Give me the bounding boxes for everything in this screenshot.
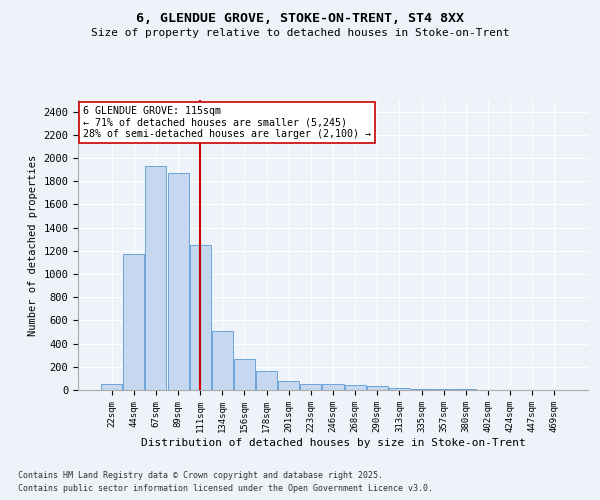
Bar bbox=[234, 358, 255, 390]
X-axis label: Distribution of detached houses by size in Stoke-on-Trent: Distribution of detached houses by size … bbox=[140, 438, 526, 448]
Bar bbox=[322, 384, 344, 390]
Bar bbox=[411, 389, 432, 390]
Bar bbox=[190, 245, 211, 390]
Bar bbox=[389, 388, 410, 390]
Text: Size of property relative to detached houses in Stoke-on-Trent: Size of property relative to detached ho… bbox=[91, 28, 509, 38]
Bar bbox=[167, 173, 188, 390]
Bar bbox=[256, 372, 277, 390]
Bar bbox=[344, 386, 365, 390]
Text: 6, GLENDUE GROVE, STOKE-ON-TRENT, ST4 8XX: 6, GLENDUE GROVE, STOKE-ON-TRENT, ST4 8X… bbox=[136, 12, 464, 26]
Bar bbox=[212, 331, 233, 390]
Bar bbox=[367, 386, 388, 390]
Text: Contains public sector information licensed under the Open Government Licence v3: Contains public sector information licen… bbox=[18, 484, 433, 493]
Bar bbox=[124, 254, 145, 390]
Bar bbox=[101, 384, 122, 390]
Bar bbox=[145, 166, 166, 390]
Text: Contains HM Land Registry data © Crown copyright and database right 2025.: Contains HM Land Registry data © Crown c… bbox=[18, 470, 383, 480]
Bar bbox=[301, 384, 322, 390]
Bar bbox=[278, 380, 299, 390]
Y-axis label: Number of detached properties: Number of detached properties bbox=[28, 154, 38, 336]
Text: 6 GLENDUE GROVE: 115sqm
← 71% of detached houses are smaller (5,245)
28% of semi: 6 GLENDUE GROVE: 115sqm ← 71% of detache… bbox=[83, 106, 371, 139]
